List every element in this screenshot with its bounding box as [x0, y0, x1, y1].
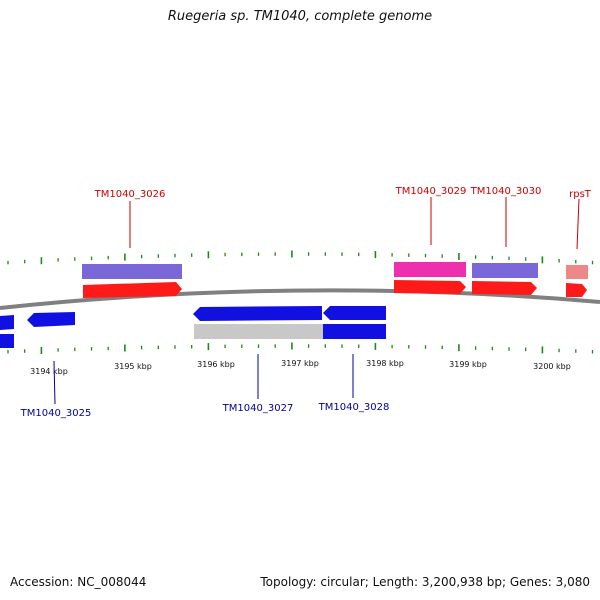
cds-arrow-tm1040-3029[interactable] [394, 280, 466, 294]
cds-arrow-rpst[interactable] [566, 283, 587, 297]
feature-tm1040-3028[interactable] [323, 324, 386, 339]
gene-label-tm1040-3027[interactable]: TM1040_3027 [222, 403, 294, 414]
feature-rpst[interactable] [566, 265, 588, 279]
ticks-inner [7, 342, 594, 354]
cds-arrow-tm1040-3026[interactable] [83, 282, 182, 298]
feature-tm1040-3027[interactable] [194, 324, 323, 339]
cds-arrow-tm1040-3028[interactable] [323, 306, 386, 320]
tick-label-3198: 3198 kbp [366, 359, 404, 368]
tick-labels: 3194 kbp 3195 kbp 3196 kbp 3197 kbp 3198… [30, 359, 571, 376]
tick-label-3194: 3194 kbp [30, 367, 68, 376]
gene-label-tm1040-3025[interactable]: TM1040_3025 [20, 408, 92, 419]
tick-label-3197: 3197 kbp [281, 359, 319, 368]
ticks-outer [7, 250, 594, 265]
gene-label-tm1040-3026[interactable]: TM1040_3026 [94, 189, 166, 200]
feature-tm1040-3026[interactable] [82, 264, 182, 279]
cds-arrow-tm1040-3030[interactable] [472, 281, 537, 295]
genome-backbone [0, 288, 600, 310]
feature-left-edge[interactable] [0, 334, 14, 348]
leader-tm1040-3025 [53, 360, 56, 405]
topology-text: Topology: circular; Length: 3,200,938 bp… [260, 575, 590, 589]
cds-arrow-tm1040-3027[interactable] [193, 306, 322, 321]
accession-text: Accession: NC_008044 [10, 575, 147, 589]
tick-label-3199: 3199 kbp [449, 360, 487, 369]
tick-label-3195: 3195 kbp [114, 362, 152, 371]
feature-tm1040-3029[interactable] [394, 262, 466, 277]
map-title: Ruegeria sp. TM1040, complete genome [167, 9, 433, 24]
gene-label-tm1040-3028[interactable]: TM1040_3028 [318, 402, 390, 413]
leader-rpst [576, 198, 580, 250]
gene-label-rpst[interactable]: rpsT [569, 189, 592, 200]
tick-label-3200: 3200 kbp [533, 362, 571, 371]
tick-label-3196: 3196 kbp [197, 360, 235, 369]
gene-label-tm1040-3030[interactable]: TM1040_3030 [470, 186, 542, 197]
cds-arrow-tm1040-3025[interactable] [27, 312, 75, 327]
gene-label-tm1040-3029[interactable]: TM1040_3029 [395, 186, 467, 197]
cds-arrow-left-edge[interactable] [0, 315, 14, 330]
feature-tm1040-3030[interactable] [472, 263, 538, 278]
